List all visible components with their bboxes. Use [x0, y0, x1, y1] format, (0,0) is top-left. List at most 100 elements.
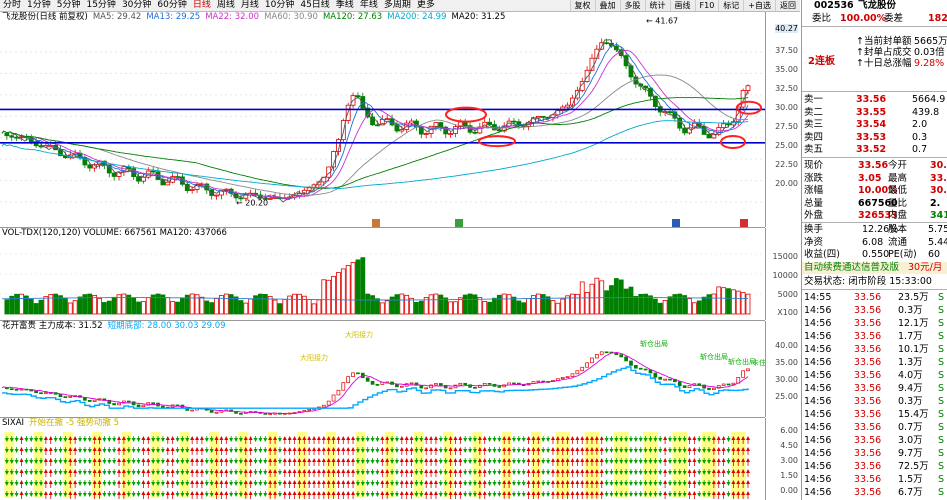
sixai-arrow — [224, 480, 229, 484]
toolbar-button-5[interactable]: F10 — [694, 0, 719, 11]
volume-bar — [180, 297, 185, 315]
sixai-arrow — [175, 471, 180, 475]
sixai-arrow — [263, 471, 268, 475]
ad-banner[interactable]: 自动续费通达信普及版 30元/月 — [802, 262, 947, 274]
period-tab-5[interactable]: 60分钟 — [157, 0, 187, 10]
period-tab-0[interactable]: 分时 — [3, 0, 22, 10]
sixai-arrow — [326, 491, 331, 495]
volume-bar — [672, 294, 678, 315]
toolbar-button-2[interactable]: 多股 — [619, 0, 645, 11]
hk-signal-label-0: 大阳接力 — [345, 330, 373, 339]
sixai-arrow — [263, 493, 268, 497]
sixai-arrow — [589, 436, 594, 440]
trade-volume: 4.0万 — [898, 370, 923, 381]
sixai-arrow — [321, 469, 326, 473]
period-tab-11[interactable]: 季线 — [335, 0, 354, 10]
stat-key: 外盘 — [804, 210, 824, 221]
period-tab-12[interactable]: 年线 — [359, 0, 378, 10]
sixai-arrow — [43, 491, 48, 495]
hk-candle — [536, 380, 541, 383]
period-tab-1[interactable]: 1分钟 — [27, 0, 51, 10]
sell-label: 卖四 — [804, 131, 824, 143]
stat-key: 总量 — [804, 197, 824, 209]
sixai-highlight — [643, 432, 649, 498]
sixai-arrow — [653, 493, 658, 497]
sixai-arrow — [238, 460, 243, 464]
sixai-highlight — [9, 432, 15, 498]
period-tab-7[interactable]: 周线 — [216, 0, 235, 10]
sixai-arrow — [151, 460, 156, 464]
sixai-arrow — [604, 493, 609, 497]
volume-bar — [116, 294, 122, 315]
volume-panel[interactable]: VOL-TDX(120,120) VOLUME: 667561 MA120: 4… — [0, 228, 765, 321]
period-tab-13[interactable]: 多周期 — [383, 0, 411, 10]
stat-key: 现价 — [804, 160, 824, 171]
volume-bar — [238, 300, 244, 315]
sixai-arrow — [746, 447, 750, 451]
sixai-arrow — [541, 438, 546, 442]
sixai-arrow — [638, 438, 643, 442]
kline-chart[interactable]: ← 41.67← 20.20 — [0, 12, 765, 227]
candle-body — [745, 85, 751, 91]
period-tab-2[interactable]: 5分钟 — [56, 0, 81, 10]
toolbar-button-4[interactable]: 画线 — [669, 0, 695, 11]
period-tab-9[interactable]: 10分钟 — [264, 0, 295, 10]
toolbar-button-8[interactable]: 返回 — [775, 0, 800, 11]
sixai-arrow — [78, 471, 83, 475]
candle-body — [604, 42, 610, 45]
trade-price: 33.56 — [854, 435, 882, 446]
hk-chart[interactable]: 大阳接力大阳接力斩仓出局斩仓出局斩仓出局卡住形 — [0, 321, 765, 417]
sixai-arrow — [433, 447, 438, 451]
volume-unit: X100 — [777, 308, 798, 317]
volume-chart[interactable] — [0, 228, 765, 320]
sixai-arrow — [4, 460, 9, 464]
hk-signal-label-3: 斩仓出局 — [700, 352, 728, 361]
indicator-panel-hk[interactable]: 花开富贵 主力成本: 31.52 短期底部: 28.00 30.03 29.09… — [0, 321, 765, 418]
info-row-1: ↑封单占成交 0.03倍 — [802, 47, 947, 59]
stat2-value2: 5.75 — [928, 224, 947, 235]
sixai-arrow — [19, 469, 24, 473]
sixai-arrow — [380, 447, 385, 451]
period-tab-6[interactable]: 日线 — [192, 0, 211, 10]
toolbar-button-1[interactable]: 叠加 — [594, 0, 620, 11]
sixai-arrow — [585, 447, 590, 451]
hk-candle — [512, 382, 516, 385]
sixai-arrow — [677, 471, 682, 475]
toolbar-button-3[interactable]: 统计 — [644, 0, 670, 11]
sixai-chart[interactable] — [0, 418, 765, 500]
period-tab-8[interactable]: 月线 — [240, 0, 259, 10]
kline-panel[interactable]: 飞龙股份(日线 前复权) MA5: 29.42 MA13: 29.25 MA22: … — [0, 12, 765, 228]
sixai-arrow — [282, 491, 287, 495]
sixai-arrow — [34, 438, 39, 442]
sixai-arrow — [375, 449, 380, 453]
volume-bar — [58, 295, 63, 315]
candle-body — [370, 116, 375, 126]
stat-value: 10.00% — [858, 185, 898, 196]
sixai-arrow — [492, 471, 497, 475]
sixai-arrow — [663, 447, 668, 451]
toolbar-button-6[interactable]: 标记 — [718, 0, 744, 11]
sixai-arrow — [14, 438, 19, 442]
sixai-arrow — [409, 458, 414, 462]
sixai-arrow — [487, 449, 492, 453]
volume-bar — [623, 288, 629, 315]
sixai-arrow — [741, 458, 746, 462]
period-tab-10[interactable]: 45日线 — [300, 0, 330, 10]
sixai-arrow — [638, 449, 643, 453]
sixai-arrow — [721, 447, 726, 451]
hk-candle — [648, 369, 653, 374]
period-tab-14[interactable]: 更多 — [416, 0, 435, 10]
volume-bar — [584, 292, 590, 315]
volume-bar — [565, 295, 570, 315]
volume-bar — [604, 290, 610, 315]
toolbar-button-0[interactable]: 复权 — [569, 0, 595, 11]
sixai-arrow — [336, 480, 341, 484]
sixai-arrow — [73, 491, 78, 495]
period-tab-3[interactable]: 15分钟 — [86, 0, 116, 10]
sixai-arrow — [507, 480, 512, 484]
sixai-arrow — [741, 436, 746, 440]
sixai-arrow — [697, 438, 702, 442]
indicator-panel-sixai[interactable]: SIXAI 开始在撤 -5 强势动撤 5 — [0, 418, 765, 500]
period-tab-4[interactable]: 30分钟 — [121, 0, 152, 10]
toolbar-button-7[interactable]: +自选 — [743, 0, 775, 11]
